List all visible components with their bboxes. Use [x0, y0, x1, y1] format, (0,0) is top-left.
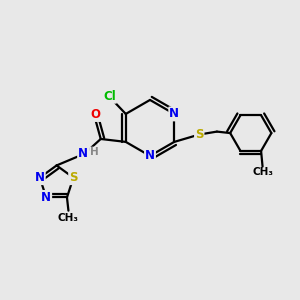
Text: N: N: [145, 149, 155, 162]
Text: CH₃: CH₃: [252, 167, 273, 177]
Text: N: N: [41, 191, 51, 204]
Text: CH₃: CH₃: [58, 213, 79, 223]
Text: N: N: [35, 171, 45, 184]
Text: Cl: Cl: [103, 90, 116, 103]
Text: H: H: [90, 147, 98, 157]
Text: N: N: [78, 147, 88, 160]
Text: O: O: [90, 108, 100, 121]
Text: N: N: [169, 107, 179, 120]
Text: S: S: [69, 171, 78, 184]
Text: S: S: [195, 128, 203, 141]
